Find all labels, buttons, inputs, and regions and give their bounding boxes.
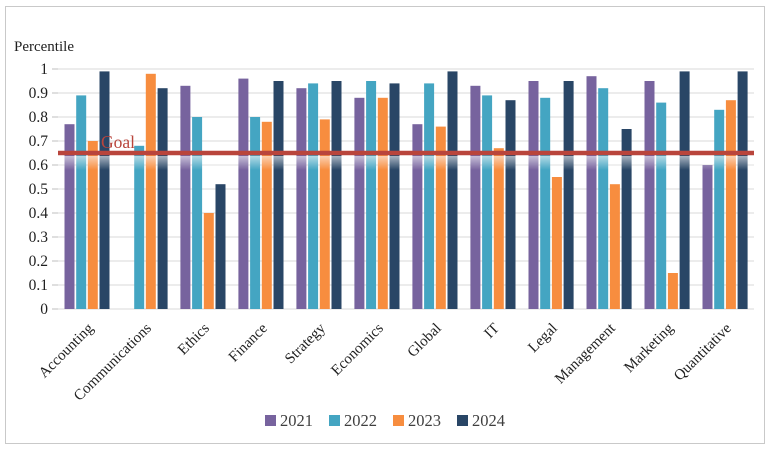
bar-2022-Strategy [308, 83, 319, 310]
bar-2024-Legal [563, 81, 574, 309]
legend-swatch-2022 [329, 415, 340, 426]
y-tick-label: 0.1 [29, 277, 48, 294]
bar-2024-Economics [389, 83, 400, 310]
bar-2023-Finance [261, 121, 272, 309]
bar-2021-Strategy [296, 88, 307, 309]
legend-label-2024: 2024 [472, 411, 505, 430]
x-category-label: Quantitative [671, 320, 735, 384]
x-category-label: Strategy [282, 320, 329, 367]
bar-2024-Marketing [679, 71, 690, 310]
bar-2024-Ethics [215, 184, 226, 309]
legend-swatch-2023 [393, 415, 404, 426]
bar-2024-Global [447, 71, 458, 310]
bar-2024-Accounting [99, 71, 110, 310]
bar-2021-Quantitative [702, 165, 713, 309]
x-category-label: Marketing [621, 320, 677, 376]
legend-label-2023: 2023 [408, 411, 441, 430]
grouped-bar-chart: 1 0.9 0.8 0.7 0.6 0.5 0.4 0.3 0.2 0.1 0 Percentile A… [14, 39, 754, 430]
bar-2024-IT [505, 100, 516, 309]
x-category-label: Management [552, 320, 619, 387]
bar-2024-Strategy [331, 81, 342, 309]
y-axis-title: Percentile [14, 39, 74, 55]
bar-2022-Quantitative [714, 109, 725, 309]
y-tick-label: 0.5 [29, 181, 49, 198]
bar-2022-Management [598, 88, 609, 309]
goal-line-shadow [58, 156, 754, 170]
bar-2023-Legal [551, 177, 562, 309]
bar-2021-Legal [528, 81, 539, 309]
bar-2023-Global [435, 126, 446, 309]
y-tick-label: 0.4 [29, 205, 49, 222]
legend-label-2021: 2021 [280, 411, 313, 430]
bar-2023-IT [493, 148, 504, 309]
legend-label-2022: 2022 [344, 411, 377, 430]
bar-2023-Accounting [87, 141, 98, 309]
legend-swatch-2021 [265, 415, 276, 426]
legend-swatch-2024 [457, 415, 468, 426]
y-tick-label: 0.2 [29, 253, 48, 270]
bar-2024-Finance [273, 81, 284, 309]
bar-2021-Management [586, 76, 597, 309]
y-tick-label: 0.7 [29, 133, 49, 150]
bar-2022-Finance [250, 117, 261, 309]
bar-2022-Communications [134, 145, 145, 309]
y-tick-label: 0.3 [29, 229, 49, 246]
x-category-label: Ethics [175, 320, 213, 358]
bar-2021-Finance [238, 78, 249, 309]
x-category-label: Global [405, 321, 445, 361]
bar-2023-Management [609, 184, 620, 309]
bar-2021-Global [412, 124, 423, 309]
bar-2023-Economics [377, 97, 388, 309]
bar-2022-Legal [540, 97, 551, 309]
x-category-label: IT [481, 321, 502, 342]
chart-frame: 1 0.9 0.8 0.7 0.6 0.5 0.4 0.3 0.2 0.1 0 Percentile A… [5, 6, 765, 444]
x-category-label: Economics [328, 320, 387, 379]
x-category-label: Legal [525, 321, 560, 356]
bar-2022-Global [424, 83, 435, 310]
y-tick-label: 0 [40, 301, 48, 318]
y-tick-label: 0.6 [29, 157, 49, 174]
y-tick-label: 1 [40, 61, 48, 78]
x-category-label: Finance [226, 320, 271, 365]
bar-2024-Communications [157, 88, 168, 309]
bar-2022-IT [482, 95, 493, 310]
bar-2024-Quantitative [737, 71, 748, 310]
bar-2023-Strategy [319, 119, 330, 310]
bar-2021-Economics [354, 97, 365, 309]
goal-label: Goal [101, 132, 135, 152]
bar-2021-Marketing [644, 81, 655, 309]
bar-2022-Marketing [656, 102, 667, 309]
bar-2024-Management [621, 129, 632, 309]
bar-2021-IT [470, 85, 481, 309]
bar-2023-Quantitative [725, 100, 736, 309]
bar-2021-Ethics [180, 85, 191, 309]
bar-2023-Marketing [667, 273, 678, 309]
bar-2021-Accounting [64, 124, 75, 309]
bar-2022-Ethics [192, 117, 203, 309]
bar-2023-Ethics [203, 213, 214, 309]
x-category-label: Accounting [36, 320, 97, 381]
bar-2022-Accounting [76, 95, 87, 310]
y-tick-label: 0.8 [29, 109, 49, 126]
bar-2023-Communications [145, 73, 156, 309]
y-tick-label: 0.9 [29, 85, 49, 102]
bar-2022-Economics [366, 81, 377, 309]
